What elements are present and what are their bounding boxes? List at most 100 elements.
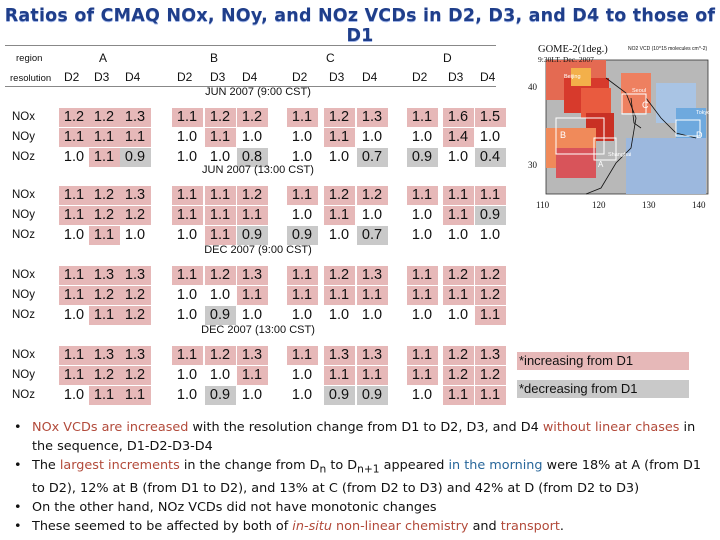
ratio-cell: 1.1 [119,128,151,147]
resolution-header-a-d2: D2 [64,70,80,84]
map-title: GOME-2(1deg.) [538,44,608,55]
ratio-cell: 1.0 [291,387,313,403]
ratio-cell: 1.2 [119,306,151,325]
ratio-cell: 1.0 [176,149,198,165]
ratio-cell: 1.0 [241,307,263,323]
notes-list: • NOx VCDs are increased with the resolu… [14,418,714,536]
bullet-icon: • [14,458,22,473]
ratio-cell: 1.1 [88,386,120,405]
ratio-cell: 1.1 [171,206,203,225]
resolution-header-c-d3: D3 [329,70,345,84]
ratio-cell: 1.1 [236,286,268,305]
ratio-cell: 1.1 [171,108,203,127]
ratio-cell: 1.1 [406,108,438,127]
ratio-cell: 1.3 [236,346,268,365]
bullet-icon: • [14,518,22,534]
region-label: region [16,53,43,64]
row-label-noz: NOz [12,389,35,401]
ratio-cell: 1.1 [58,206,90,225]
row-label-nox: NOx [12,189,35,201]
ratio-cell: 1.0 [63,227,85,243]
ratio-cell: 1.1 [119,386,151,405]
note-4-period: . [559,518,564,534]
row-label-noy: NOy [12,369,35,381]
block-caption: JUN 2007 (13:00 CST) [202,164,314,176]
ratio-cell: 1.1 [323,206,355,225]
ratio-cell: 1.0 [63,387,85,403]
ratio-cell: 1.1 [286,186,318,205]
ratio-cell: 0.9 [474,206,506,225]
ratio-cell: 1.0 [328,307,350,323]
bullet-icon: • [14,499,22,515]
ratio-cell: 1.1 [88,306,120,325]
ratio-cell: 1.3 [356,346,388,365]
ratio-cell: 1.2 [323,186,355,205]
resolution-header-a-d4: D4 [125,70,141,84]
ratio-cell: 1.0 [411,129,433,145]
ratio-cell: 1.0 [411,227,433,243]
ratio-cell: 1.1 [356,286,388,305]
note-2-text-9: (from D2 to D3) [534,480,640,496]
ratio-cell: 1.0 [328,149,350,165]
region-header-c: C [326,51,335,65]
note-2-text-4: appeared [379,458,449,473]
city-shanghai: Shanghai [608,152,631,158]
ratio-cell: 1.1 [171,186,203,205]
note-2: • The largest increments in the change f… [14,456,714,498]
resolution-header-b-d2: D2 [177,70,193,84]
ratio-cell: 1.0 [361,207,383,223]
ratio-cell: 1.0 [209,287,231,303]
ratio-cell: 1.3 [119,266,151,285]
city-tokyo: Tokyo [696,110,710,116]
ratio-cell: 1.0 [176,387,198,403]
ratio-cell: 1.0 [291,207,313,223]
ratio-cell: 0.7 [356,226,388,245]
ratio-cell: 1.2 [474,286,506,305]
region-box-d [675,119,701,137]
ratio-cell: 0.9 [356,386,388,405]
legend-decreasing: *decreasing from D1 [517,380,689,398]
block-caption: DEC 2007 (13:00 CST) [201,324,315,336]
ratio-cell: 0.9 [286,226,318,245]
map-label-a: A [598,160,604,169]
ratio-cell: 1.0 [209,367,231,383]
ratio-cell: 1.0 [291,307,313,323]
note-1: • NOx VCDs are increased with the resolu… [14,418,714,456]
note-4-text-2: and [468,518,501,534]
resolution-header-c-d4: D4 [362,70,378,84]
ratio-cell: 1.1 [171,346,203,365]
ratio-cell: 1.0 [176,227,198,243]
ratio-cell: 0.9 [204,386,236,405]
ratio-cell: 1.0 [63,149,85,165]
resolution-header-b-d3: D3 [210,70,226,84]
ratio-cell: 1.2 [204,266,236,285]
ratio-cell: 1.2 [88,286,120,305]
ratio-cell: 1.0 [241,129,263,145]
ratio-cell: 1.2 [474,266,506,285]
resolution-label: resolution [10,73,52,84]
ratio-cell: 0.8 [236,148,268,167]
ratio-cell: 1.2 [88,206,120,225]
note-2-b: 12% at B [80,480,139,496]
ratio-cell: 1.1 [236,366,268,385]
note-2-morning: in the morning [448,458,543,473]
ratio-cell: 1.1 [286,346,318,365]
ratio-cell: 1.4 [442,128,474,147]
lat-tick-40: 40 [528,82,538,92]
note-2-a: 18% at A [581,458,641,473]
ratio-cell: 1.2 [88,108,120,127]
note-4-text: These seemed to be affected by both of [32,518,293,534]
ratio-cell: 0.7 [356,148,388,167]
ratio-cell: 1.3 [119,186,151,205]
note-2-text-3: to D [326,458,358,473]
note-3-text: On the other hand, [32,499,158,515]
ratio-cell: 1.3 [356,108,388,127]
ratio-cell: 1.0 [209,149,231,165]
ratio-cell: 1.1 [406,266,438,285]
region-header-a: A [99,51,108,65]
ratio-cell: 1.2 [88,186,120,205]
ratio-cell: 0.9 [406,148,438,167]
note-1-highlight: NOx VCDs are increased [32,420,189,435]
ratio-cell: 1.2 [236,108,268,127]
ratio-cell: 1.1 [88,128,120,147]
